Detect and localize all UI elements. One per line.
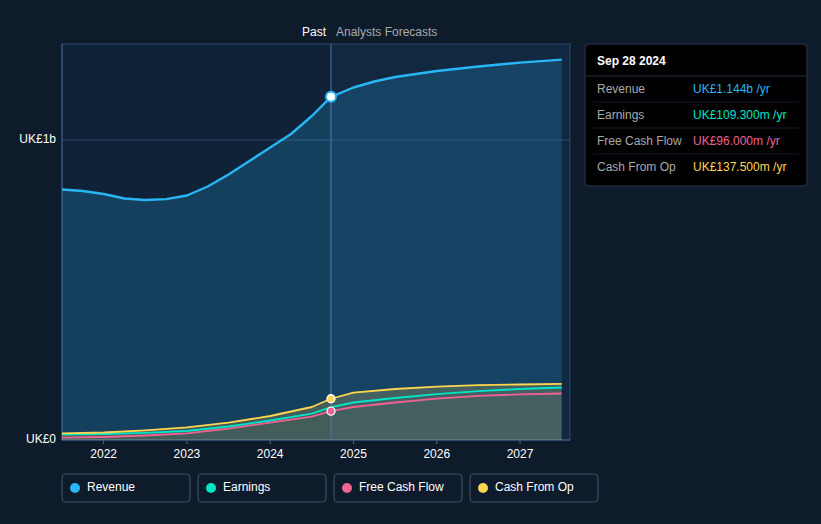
axes: UK£0 UK£1b 2022 2023 2024 2025 2026 2027 (19, 44, 570, 461)
tooltip-box (585, 44, 807, 186)
legend-item: Cash From Op (470, 474, 598, 502)
tooltip-row-label: Revenue (597, 82, 645, 96)
area (62, 60, 562, 440)
legend-item: Earnings (198, 474, 326, 502)
x-tick-label: 2027 (507, 447, 534, 461)
x-tick-label: 2025 (340, 447, 367, 461)
legend-swatch (206, 483, 216, 493)
x-tick-label: 2022 (90, 447, 117, 461)
divider-marker (327, 407, 335, 415)
legend: Revenue Earnings Free Cash Flow Cash From O… (62, 474, 598, 502)
x-tick (436, 440, 437, 444)
legend-item: Revenue (62, 474, 190, 502)
tooltip-row-separator (593, 102, 799, 103)
x-tick-label: 2023 (174, 447, 201, 461)
legend-label: Free Cash Flow (359, 480, 444, 494)
tooltip-row-label: Cash From Op (597, 160, 676, 174)
x-tick (353, 440, 354, 444)
legend-label: Cash From Op (495, 480, 574, 494)
divider-line (330, 44, 331, 440)
tooltip-row-separator (593, 128, 799, 129)
tooltip-row-value: UK£109.300m /yr (693, 108, 786, 122)
tooltip-row-value: UK£96.000m /yr (693, 134, 780, 148)
divider-marker (326, 92, 336, 102)
x-tick (520, 440, 521, 444)
x-tick-label: 2026 (423, 447, 450, 461)
chart: UK£0 UK£1b 2022 2023 2024 2025 2026 2027 Past Ana… (0, 0, 821, 524)
legend-box (62, 474, 190, 502)
forecast-label: Analysts Forecasts (336, 25, 437, 39)
legend-box (198, 474, 326, 502)
x-tick (270, 440, 271, 444)
tooltip-row-value: UK£1.144b /yr (693, 82, 770, 96)
tooltip: Sep 28 2024 Revenue UK£1.144b /yr Earnings U… (585, 44, 807, 186)
tooltip-row-label: Free Cash Flow (597, 134, 682, 148)
x-tick (186, 440, 187, 444)
tooltip-separator (585, 76, 807, 77)
marks (62, 44, 562, 440)
tooltip-title: Sep 28 2024 (597, 54, 666, 68)
past-label: Past (302, 25, 327, 39)
plot-frame (62, 44, 570, 440)
y-tick-label: UK£1b (19, 132, 56, 146)
tooltip-row-separator (593, 154, 799, 155)
line (62, 388, 562, 435)
divider-marker (327, 395, 335, 403)
line (62, 60, 562, 200)
line (62, 384, 562, 434)
legend-item: Free Cash Flow (334, 474, 462, 502)
legend-swatch (478, 483, 488, 493)
legend-swatch (342, 483, 352, 493)
legend-swatch (70, 483, 80, 493)
legend-box (470, 474, 598, 502)
tooltip-row-label: Earnings (597, 108, 644, 122)
legend-box (334, 474, 462, 502)
tooltip-row-value: UK£137.500m /yr (693, 160, 786, 174)
area (62, 384, 562, 440)
legend-label: Earnings (223, 480, 270, 494)
y-tick-label: UK£0 (26, 432, 56, 446)
legend-label: Revenue (87, 480, 135, 494)
x-tick (103, 440, 104, 444)
x-tick-label: 2024 (257, 447, 284, 461)
